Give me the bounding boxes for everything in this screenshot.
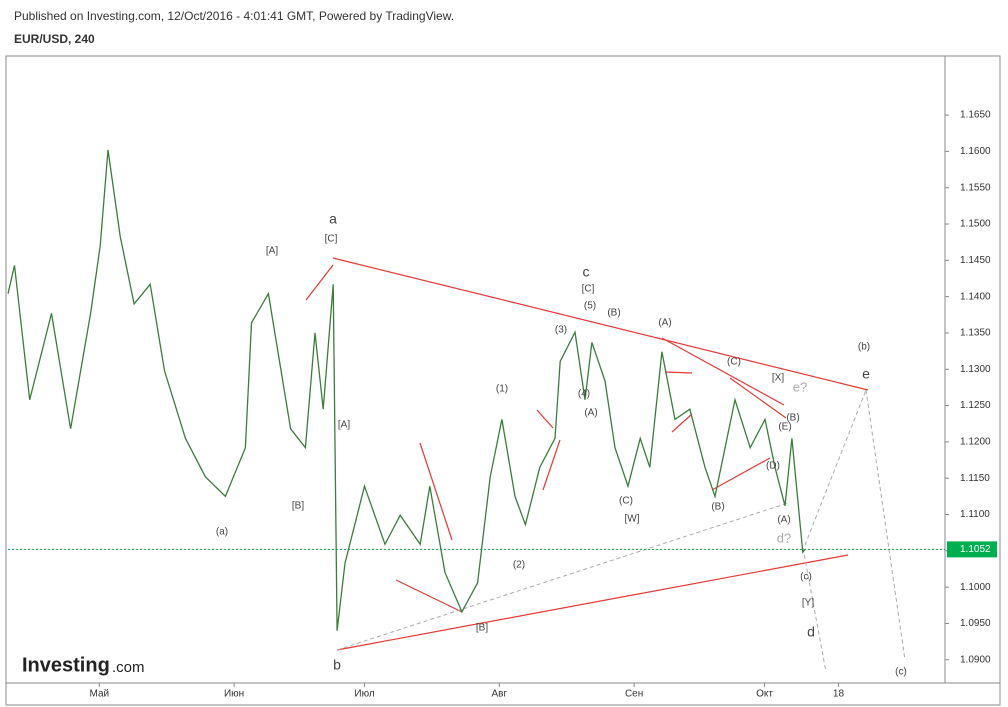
y-tick-label: 1.1200 — [960, 437, 991, 448]
y-tick-label: 1.1600 — [960, 146, 991, 157]
wave-label: [C] — [582, 284, 595, 295]
y-tick-label: 1.1500 — [960, 219, 991, 230]
x-tick-label: 18 — [833, 689, 845, 700]
y-tick-label: 1.1000 — [960, 582, 991, 593]
wave-label: b — [333, 657, 341, 673]
y-tick-label: 1.0950 — [960, 618, 991, 629]
wave-label: [W] — [625, 514, 640, 525]
y-tick-label: 1.1300 — [960, 364, 991, 375]
y-tick-label: 1.1400 — [960, 291, 991, 302]
y-tick-label: 1.1650 — [960, 110, 991, 121]
last-price-badge — [947, 541, 997, 558]
last-price-label: 1.1052 — [960, 544, 991, 555]
y-tick-label: 1.0900 — [960, 654, 991, 665]
wave-label: (3) — [555, 325, 567, 336]
wave-label: (B) — [711, 502, 724, 513]
y-tick-label: 1.1150 — [960, 473, 990, 484]
wave-label: (C) — [619, 496, 633, 507]
wave-label: (a) — [216, 527, 228, 538]
y-tick-label: 1.1550 — [960, 182, 991, 193]
wave-label: (B) — [786, 413, 799, 424]
chart-title: EUR/USD, 240 — [14, 32, 95, 46]
wave-label: (c) — [895, 667, 907, 678]
wave-label: [C] — [325, 234, 338, 245]
wave-label: c — [583, 264, 590, 280]
wave-label: e? — [793, 379, 807, 394]
wave-label: (1) — [496, 384, 508, 395]
trendlines — [305, 257, 869, 651]
wave-label: [X] — [772, 373, 784, 384]
wave-label: (D) — [766, 461, 780, 472]
wave-label: (B) — [607, 308, 620, 319]
x-tick-label: Май — [90, 689, 110, 700]
projection-lines — [336, 389, 906, 673]
x-tick-label: Сен — [625, 689, 643, 700]
logo: Investing — [22, 654, 110, 676]
y-tick-label: 1.1100 — [960, 509, 990, 520]
wave-label: d? — [777, 530, 791, 545]
wave-label: (A) — [658, 318, 671, 329]
x-tick-label: Июл — [354, 689, 374, 700]
y-tick-label: 1.1350 — [960, 328, 991, 339]
header: Published on Investing.com, 12/Oct/2016 … — [14, 9, 454, 23]
x-tick-label: Авг — [492, 689, 508, 700]
y-tick-label: 1.1450 — [960, 255, 991, 266]
wave-label: (A) — [777, 515, 790, 526]
y-tick-label: 1.1250 — [960, 400, 991, 411]
wave-label: (b) — [858, 342, 870, 353]
wave-label: (2) — [513, 560, 525, 571]
wave-label: [B] — [292, 501, 304, 512]
wave-label: [Y] — [802, 598, 814, 609]
x-tick-label: Июн — [224, 689, 244, 700]
wave-label: e — [862, 366, 870, 382]
price-line — [7, 149, 806, 631]
wave-label: (5) — [584, 301, 596, 312]
wave-label: (c) — [800, 572, 812, 583]
wave-label: (A) — [584, 408, 597, 419]
x-tick-label: Окт — [756, 689, 773, 700]
logo-suffix: .com — [112, 659, 145, 676]
wave-label: [A] — [338, 420, 350, 431]
wave-label: (C) — [727, 357, 741, 368]
wave-label: d — [807, 624, 815, 640]
wave-label: (E) — [778, 422, 791, 433]
frame — [5, 55, 1001, 706]
wave-label: [A] — [266, 246, 278, 257]
wave-label: (4) — [578, 389, 590, 400]
wave-label: a — [329, 211, 337, 227]
wave-label: [B] — [476, 623, 488, 634]
